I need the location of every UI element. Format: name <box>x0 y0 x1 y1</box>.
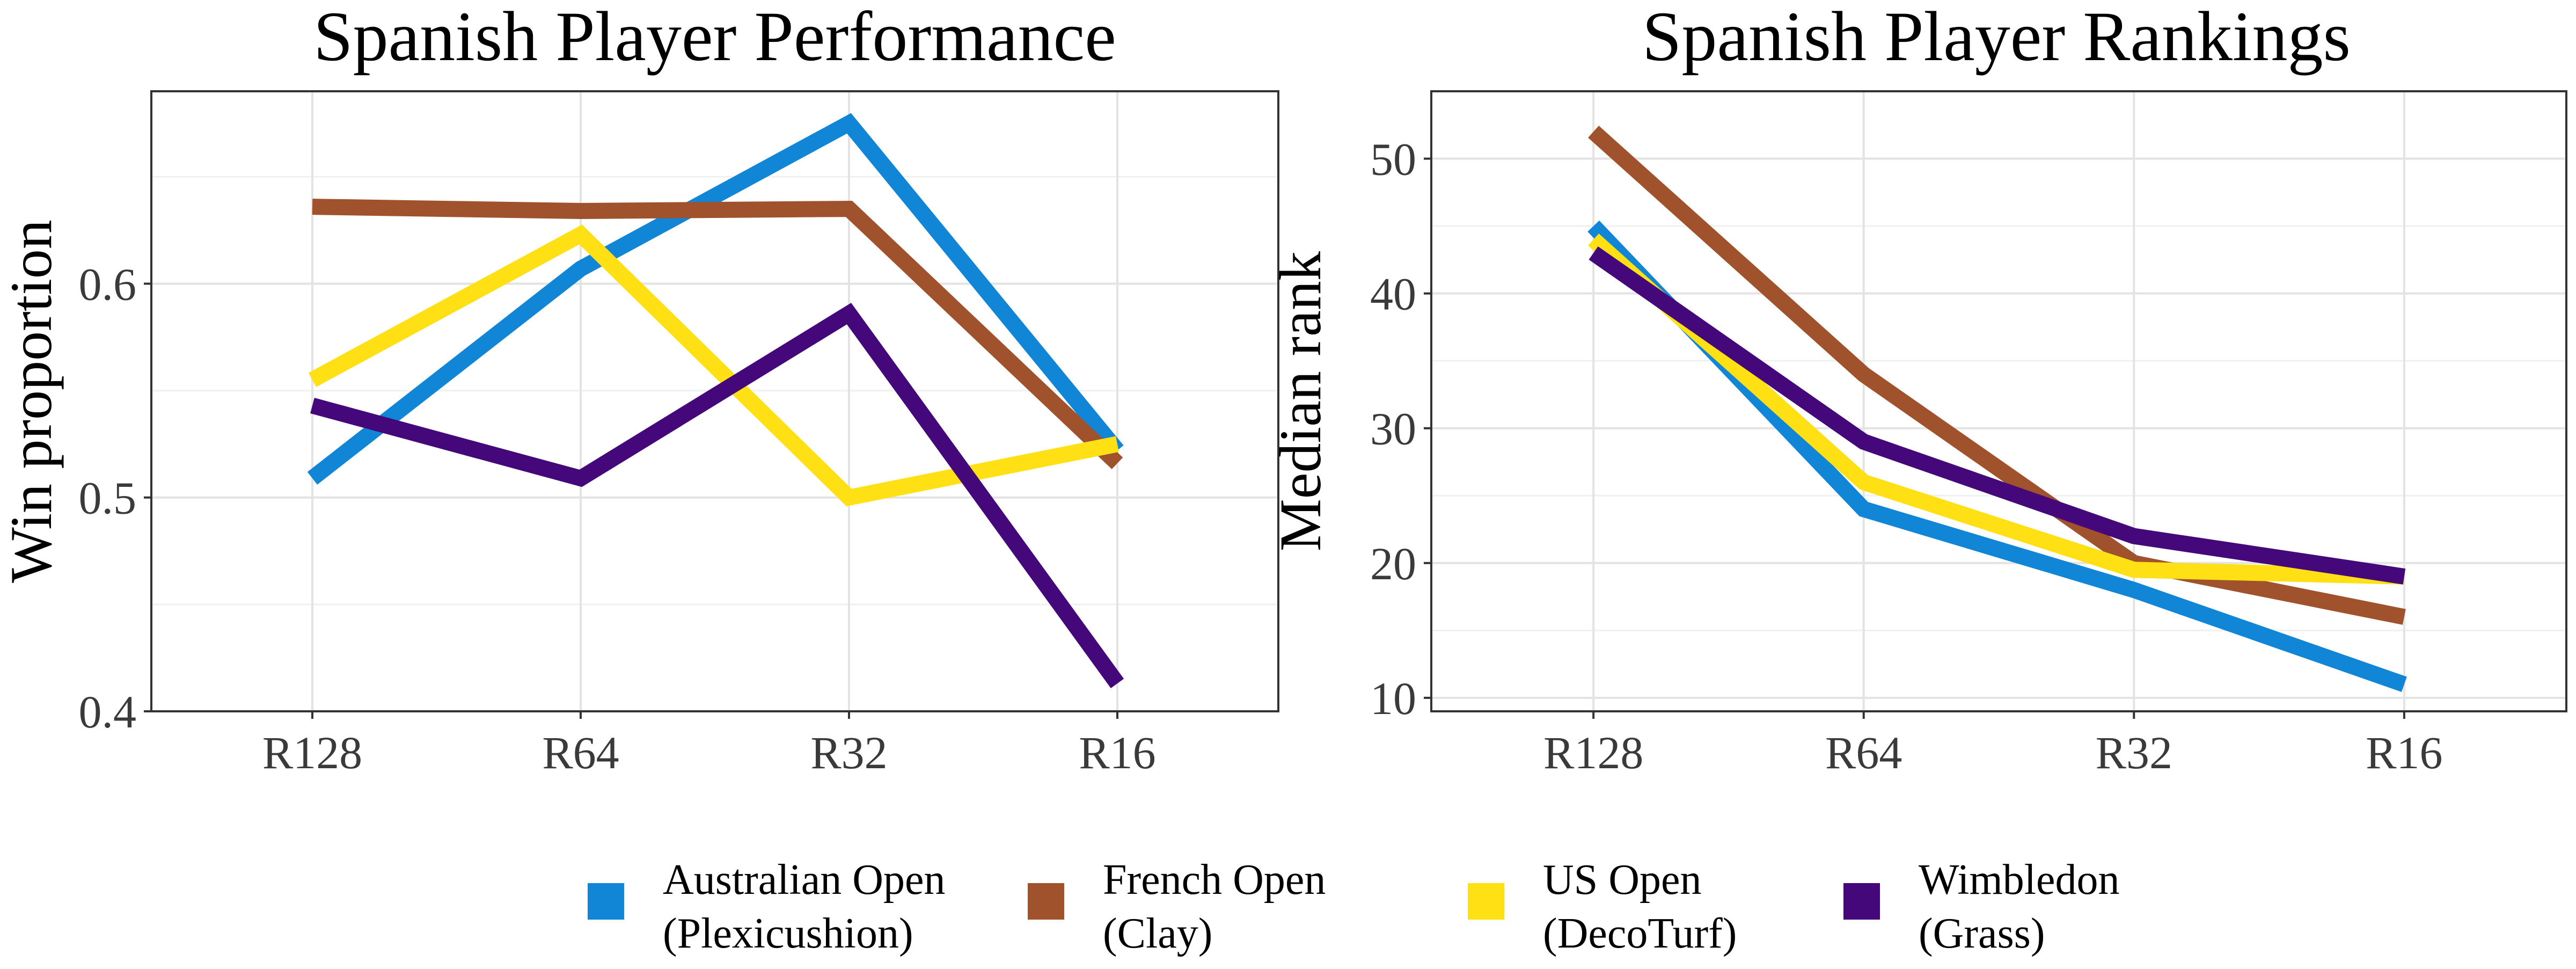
series-line-2 <box>1588 126 2406 625</box>
plot-border <box>150 90 1279 712</box>
series-line-1 <box>307 113 1124 485</box>
legend-label-line1: Australian Open <box>663 856 946 904</box>
y-tick-label: 0.4 <box>79 686 137 738</box>
y-tick-label: 20 <box>1370 538 1416 589</box>
chart-panel-1: 0.4 0.5 0.6 R128 R64 R32 R16 Spanish Player Per… <box>0 0 1279 778</box>
y-tick-label: 50 <box>1370 134 1416 185</box>
legend-label-line1: Wimbledon <box>1919 856 2120 904</box>
y-tick-label: 0.6 <box>79 258 137 310</box>
legend-item-3: US Open (DecoTurf) <box>1468 856 1737 957</box>
series-line-4 <box>310 303 1124 689</box>
x-tick-label: R32 <box>2096 727 2172 778</box>
chart-title: Spanish Player Rankings <box>1642 0 2351 76</box>
legend-swatch <box>1028 883 1064 920</box>
y-tick-label: 0.5 <box>79 472 137 524</box>
plot-border <box>1430 90 2567 712</box>
x-tick-label: R16 <box>1079 727 1155 778</box>
chart-panel-2: 10 20 30 40 50 R128 R64 R32 R16 Spanish Player Ra… <box>1268 0 2567 778</box>
legend: Australian Open (Plexicushion) French Open… <box>588 856 2120 957</box>
legend-swatch <box>1843 883 1880 920</box>
y-tick-label: 30 <box>1370 403 1416 455</box>
chart-title: Spanish Player Performance <box>313 0 1116 76</box>
legend-item-4: Wimbledon (Grass) <box>1843 856 2120 957</box>
y-axis-label: Median rank <box>1268 251 1333 551</box>
series-line-3 <box>1588 234 2405 585</box>
legend-label-line2: (Clay) <box>1103 910 1212 957</box>
legend-swatch <box>1468 883 1504 920</box>
y-tick-label: 10 <box>1370 673 1416 724</box>
x-tick-label: R16 <box>2366 727 2442 778</box>
series-line-2 <box>312 199 1123 469</box>
x-tick-label: R32 <box>810 727 887 778</box>
y-axis-label: Win proportion <box>0 220 64 583</box>
x-tick-label: R64 <box>1825 727 1902 778</box>
legend-label-line1: French Open <box>1103 856 1326 904</box>
x-tick-label: R128 <box>1543 727 1643 778</box>
series-line-3 <box>308 224 1119 506</box>
series-line-4 <box>1589 246 2406 585</box>
legend-label-line2: (Grass) <box>1919 910 2045 957</box>
legend-label-line2: (Plexicushion) <box>663 910 913 957</box>
legend-item-2: French Open (Clay) <box>1028 856 1326 957</box>
legend-item-1: Australian Open (Plexicushion) <box>588 856 946 957</box>
y-tick-label: 40 <box>1370 268 1416 320</box>
legend-label-line2: (DecoTurf) <box>1543 910 1737 957</box>
legend-swatch <box>588 883 624 920</box>
x-tick-label: R128 <box>262 727 362 778</box>
x-tick-label: R64 <box>542 727 619 778</box>
legend-label-line1: US Open <box>1543 856 1702 904</box>
